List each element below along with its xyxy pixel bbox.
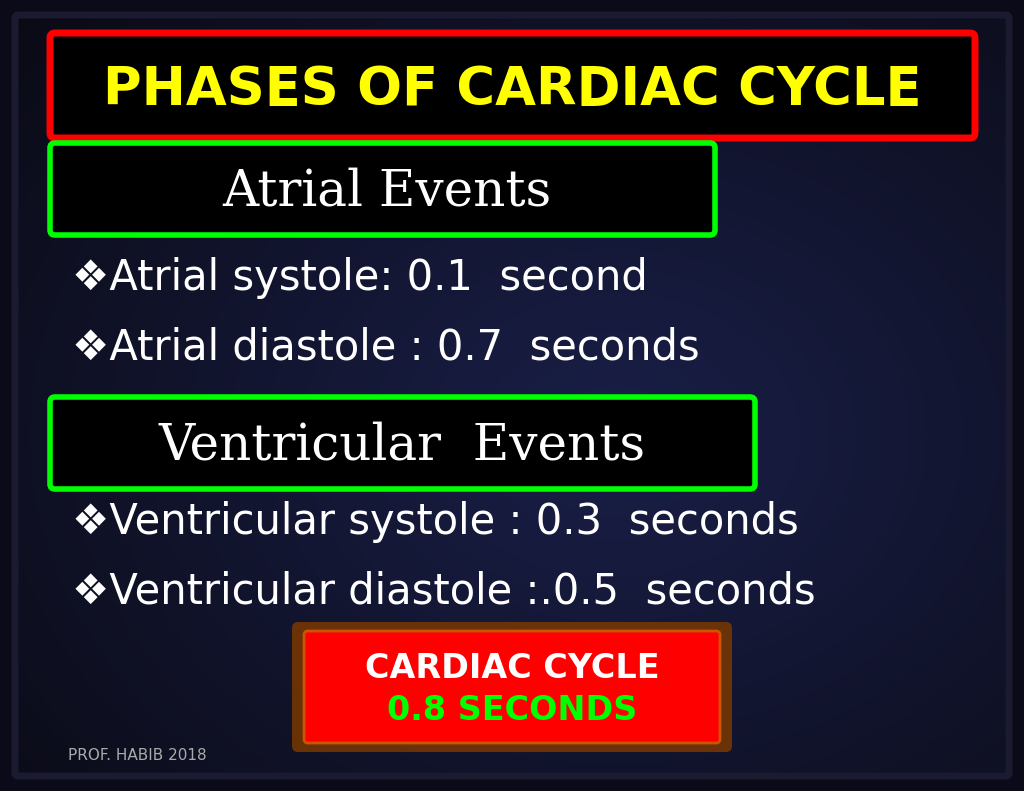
Text: ❖Ventricular diastole :.0.5  seconds: ❖Ventricular diastole :.0.5 seconds — [72, 571, 816, 613]
Text: ❖Atrial diastole : 0.7  seconds: ❖Atrial diastole : 0.7 seconds — [72, 327, 699, 369]
FancyBboxPatch shape — [50, 143, 715, 235]
FancyBboxPatch shape — [304, 631, 720, 743]
FancyBboxPatch shape — [50, 33, 975, 138]
Text: PROF. HABIB 2018: PROF. HABIB 2018 — [68, 747, 207, 763]
FancyBboxPatch shape — [50, 397, 755, 489]
Text: CARDIAC CYCLE: CARDIAC CYCLE — [365, 653, 659, 686]
Text: 0.8 SECONDS: 0.8 SECONDS — [387, 694, 637, 726]
Text: ❖Atrial systole: 0.1  second: ❖Atrial systole: 0.1 second — [72, 257, 648, 299]
Text: ❖Ventricular systole : 0.3  seconds: ❖Ventricular systole : 0.3 seconds — [72, 501, 799, 543]
FancyBboxPatch shape — [292, 622, 732, 752]
Text: PHASES OF CARDIAC CYCLE: PHASES OF CARDIAC CYCLE — [102, 64, 922, 116]
Text: Ventricular  Events: Ventricular Events — [159, 422, 645, 471]
Text: Atrial Events: Atrial Events — [222, 167, 552, 217]
